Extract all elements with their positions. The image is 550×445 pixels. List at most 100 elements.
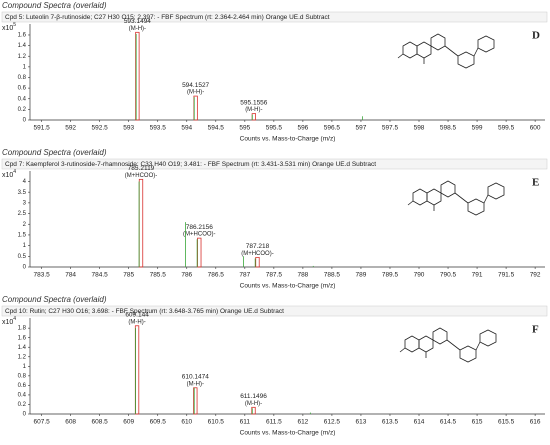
peak-ion-label: (M-H)- (129, 26, 146, 32)
y-multiplier-base: x10 (2, 172, 13, 179)
x-axis-label: Counts vs. Mass-to-Charge (m/z) (240, 136, 336, 143)
y-tick-label: 1.5 (18, 233, 27, 239)
x-tick-label: 613 (356, 419, 367, 426)
x-tick-label: 788.5 (324, 272, 341, 279)
peak-mz-label: 611.1496 (240, 393, 267, 400)
predicted-peak (255, 256, 260, 268)
subtitle-box (1, 11, 548, 23)
x-tick-label: 789 (356, 272, 367, 279)
subtitle: Cpd 7: Kaempferol 3-rutinoside-7-rhamnos… (5, 161, 376, 168)
predicted-peak (251, 406, 256, 415)
x-tick-label: 598.5 (440, 125, 457, 132)
x-tick-label: 613.5 (382, 419, 399, 426)
peak-ion-label: (M+HCOO)- (183, 232, 216, 238)
y-multiplier: x105 (2, 22, 16, 32)
y-tick-label: 0.5 (18, 254, 27, 260)
x-tick-label: 615.5 (498, 419, 515, 426)
y-tick-label: 0 (23, 118, 27, 124)
panel-title: Compound Spectra (overlaid) (2, 148, 107, 157)
peak-mz-label: 786.2156 (186, 224, 213, 231)
y-multiplier-base: x10 (2, 319, 13, 326)
peak-mz-label: 594.1527 (182, 82, 209, 89)
x-tick-label: 785 (123, 272, 134, 279)
peak-mz-label: 787.218 (246, 243, 270, 250)
y-multiplier: x104 (2, 169, 16, 179)
x-tick-label: 612.5 (324, 419, 341, 426)
x-tick-label: 610 (181, 419, 192, 426)
y-tick-label: 3 (23, 200, 27, 206)
x-tick-label: 594 (181, 125, 192, 132)
x-tick-label: 791 (472, 272, 483, 279)
x-tick-label: 594.5 (208, 125, 225, 132)
y-tick-label: 0 (23, 265, 27, 271)
y-tick-label: 1.4 (18, 43, 27, 49)
peak-mz-label: 595.1556 (240, 99, 267, 106)
x-tick-label: 792 (530, 272, 541, 279)
y-tick-label: 0.6 (18, 86, 27, 92)
y-tick-label: 0 (23, 412, 27, 418)
x-tick-label: 783.5 (33, 272, 50, 279)
x-tick-label: 789.5 (382, 272, 399, 279)
x-tick-label: 599 (472, 125, 483, 132)
x-tick-label: 611 (240, 419, 251, 426)
predicted-peak (135, 31, 140, 121)
peak-ion-label: (M+HCOO)- (241, 251, 274, 257)
x-tick-label: 788 (297, 272, 308, 279)
panel-label: E (532, 177, 539, 189)
y-tick-label: 2 (23, 222, 27, 228)
y-tick-label: 1.2 (18, 354, 27, 360)
x-tick-label: 787 (239, 272, 250, 279)
x-tick-label: 784.5 (92, 272, 109, 279)
y-tick-label: 4 (23, 179, 27, 185)
x-tick-label: 786 (181, 272, 192, 279)
y-multiplier-exponent: 5 (13, 22, 16, 28)
panel-label: D (532, 30, 540, 42)
x-tick-label: 784 (65, 272, 76, 279)
x-axis-label: Counts vs. Mass-to-Charge (m/z) (240, 430, 336, 437)
x-tick-label: 600 (530, 125, 541, 132)
y-tick-label: 1 (23, 243, 27, 249)
x-tick-label: 614 (414, 419, 425, 426)
x-tick-label: 597 (356, 125, 367, 132)
y-tick-label: 3.5 (18, 190, 27, 196)
y-multiplier-exponent: 4 (13, 169, 16, 175)
x-tick-label: 593.5 (150, 125, 167, 132)
structure-image (397, 33, 495, 69)
predicted-peak (197, 237, 202, 268)
y-tick-label: 0.4 (18, 393, 27, 399)
x-tick-label: 790.5 (440, 272, 457, 279)
x-tick-label: 596.5 (324, 125, 341, 132)
y-tick-label: 1.6 (18, 335, 27, 341)
y-tick-label: 1.4 (18, 345, 27, 351)
subtitle-box (1, 305, 548, 317)
x-tick-label: 614.5 (440, 419, 457, 426)
x-tick-label: 595.5 (266, 125, 283, 132)
predicted-peak (193, 387, 198, 415)
x-tick-label: 612 (297, 419, 308, 426)
x-tick-label: 791.5 (498, 272, 515, 279)
subtitle: Cpd 10: Rutin; C27 H30 O16; 3.698: - FBF… (5, 308, 284, 315)
y-tick-label: 0.2 (18, 402, 27, 408)
x-tick-label: 608 (65, 419, 76, 426)
y-multiplier: x104 (2, 316, 16, 326)
panel-title: Compound Spectra (overlaid) (2, 295, 107, 304)
y-tick-label: 0.4 (18, 96, 27, 102)
x-tick-label: 785.5 (150, 272, 167, 279)
y-tick-label: 0.8 (18, 75, 27, 81)
peak-ion-label: (M+HCOO)- (125, 173, 158, 179)
x-tick-label: 595 (239, 125, 250, 132)
x-tick-label: 786.5 (208, 272, 225, 279)
y-tick-label: 0.8 (18, 373, 27, 379)
panel-label: F (532, 324, 539, 336)
peak-ion-label: (M-H)- (128, 319, 145, 325)
y-tick-label: 0.2 (18, 107, 27, 113)
panel-title: Compound Spectra (overlaid) (2, 1, 107, 10)
x-tick-label: 591.5 (33, 125, 50, 132)
peak-ion-label: (M-H)- (245, 401, 262, 407)
x-tick-label: 790 (414, 272, 425, 279)
y-tick-label: 2.5 (18, 211, 27, 217)
subtitle: Cpd 5: Luteolin 7-β-rutinoside; C27 H30 … (5, 14, 330, 21)
peak-ion-label: (M-H)- (187, 381, 204, 387)
x-tick-label: 611.5 (266, 419, 282, 426)
